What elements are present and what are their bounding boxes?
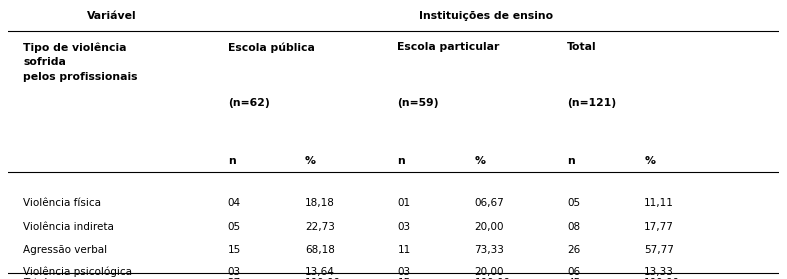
Text: Violência psicológica: Violência psicológica — [24, 267, 132, 277]
Text: n: n — [227, 156, 235, 166]
Text: 03: 03 — [227, 267, 241, 277]
Text: (n=121): (n=121) — [567, 98, 616, 109]
Text: 100,00: 100,00 — [475, 278, 511, 279]
Text: (n=59): (n=59) — [397, 98, 439, 109]
Text: Instituições de ensino: Instituições de ensino — [419, 11, 553, 21]
Text: 20,00: 20,00 — [475, 267, 504, 277]
Text: %: % — [644, 156, 655, 166]
Text: 01: 01 — [397, 198, 411, 208]
Text: Escola particular: Escola particular — [397, 42, 500, 52]
Text: 05: 05 — [227, 222, 241, 232]
Text: (n=62): (n=62) — [227, 98, 269, 109]
Text: 15: 15 — [227, 245, 241, 255]
Text: %: % — [475, 156, 486, 166]
Text: 22,73: 22,73 — [305, 222, 334, 232]
Text: 26: 26 — [567, 245, 580, 255]
Text: 20,00: 20,00 — [475, 222, 504, 232]
Text: 100,00: 100,00 — [644, 278, 680, 279]
Text: Total: Total — [24, 278, 48, 279]
Text: 18,18: 18,18 — [305, 198, 334, 208]
Text: 11: 11 — [397, 245, 411, 255]
Text: 13,33: 13,33 — [644, 267, 674, 277]
Text: 17,77: 17,77 — [644, 222, 674, 232]
Text: 06: 06 — [567, 267, 580, 277]
Text: Total: Total — [567, 42, 597, 52]
Text: Agressão verbal: Agressão verbal — [24, 245, 107, 255]
Text: 05: 05 — [567, 198, 580, 208]
Text: Violência física: Violência física — [24, 198, 102, 208]
Text: Escola pública: Escola pública — [227, 42, 315, 53]
Text: 100,00: 100,00 — [305, 278, 341, 279]
Text: n: n — [567, 156, 575, 166]
Text: 15: 15 — [397, 278, 411, 279]
Text: %: % — [305, 156, 316, 166]
Text: 68,18: 68,18 — [305, 245, 334, 255]
Text: 13,64: 13,64 — [305, 267, 334, 277]
Text: 11,11: 11,11 — [644, 198, 674, 208]
Text: Variável: Variável — [87, 11, 137, 21]
Text: 03: 03 — [397, 222, 411, 232]
Text: 06,67: 06,67 — [475, 198, 504, 208]
Text: n: n — [397, 156, 405, 166]
Text: 03: 03 — [397, 267, 411, 277]
Text: 27: 27 — [227, 278, 241, 279]
Text: 57,77: 57,77 — [644, 245, 674, 255]
Text: 73,33: 73,33 — [475, 245, 504, 255]
Text: Tipo de violência
sofrida
pelos profissionais: Tipo de violência sofrida pelos profissi… — [24, 42, 138, 82]
Text: 04: 04 — [227, 198, 241, 208]
Text: Violência indireta: Violência indireta — [24, 222, 114, 232]
Text: 08: 08 — [567, 222, 580, 232]
Text: 45: 45 — [567, 278, 580, 279]
